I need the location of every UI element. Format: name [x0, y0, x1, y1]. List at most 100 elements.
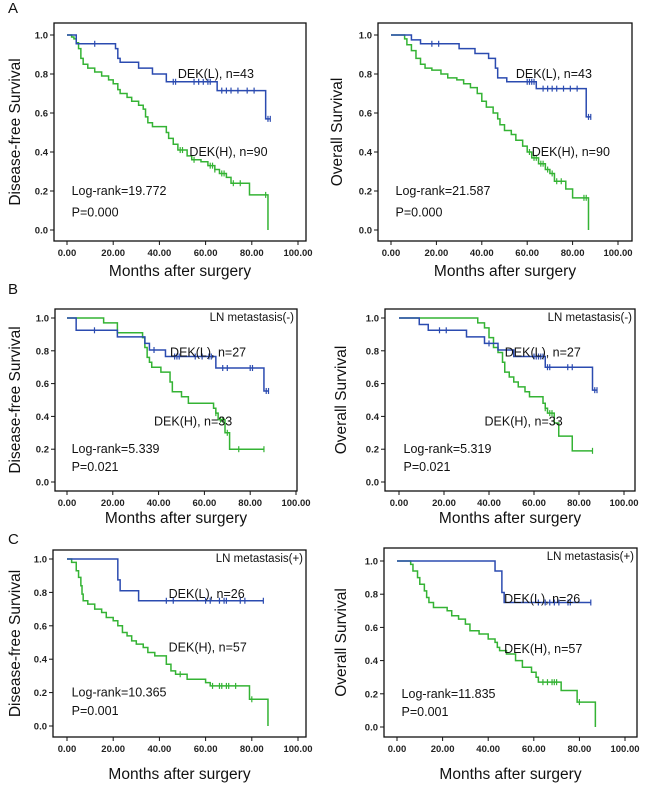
- subgroup-label: LN metastasis(+): [547, 551, 634, 563]
- y-tick-label: 0.2: [365, 689, 378, 700]
- plot-frame: [53, 22, 307, 242]
- dek-low-curve: [67, 558, 264, 602]
- x-tick-label: 100.00: [610, 744, 639, 755]
- x-tick-label: 40.00: [477, 498, 501, 509]
- dek-low-label: DEK(L), n=26: [504, 592, 580, 606]
- dek-high-curve: [397, 560, 597, 727]
- subgroup-label: LN metastasis(+): [216, 553, 303, 565]
- x-tick-label: 100.00: [283, 248, 312, 259]
- x-tick-label: 80.00: [238, 498, 262, 509]
- y-tick-label: 0.4: [366, 412, 380, 423]
- log-rank-stat: Log-rank=11.835: [402, 687, 496, 701]
- dek-low-curve: [391, 34, 591, 118]
- y-axis-title: Overall Survival: [333, 346, 350, 455]
- y-tick-label: 0.2: [366, 445, 379, 456]
- y-tick-label: 0.4: [34, 655, 48, 666]
- x-tick-label: 20.00: [431, 744, 455, 755]
- x-tick-label: 20.00: [101, 744, 125, 755]
- plot-frame: [54, 308, 298, 492]
- x-tick-label: 0.00: [388, 744, 407, 755]
- dek-high-curve: [67, 558, 269, 726]
- panel-label: C: [8, 531, 19, 548]
- y-tick-label: 0.0: [365, 723, 378, 734]
- x-tick-label: 20.00: [425, 248, 449, 259]
- dek-low-label: DEK(L), n=26: [169, 587, 245, 601]
- dek-high-label: DEK(H), n=33: [485, 414, 563, 428]
- x-tick-label: 80.00: [240, 744, 264, 755]
- panel-label: B: [8, 281, 18, 298]
- plot-frame: [383, 547, 638, 738]
- dek-high-curve: [67, 34, 269, 230]
- chart-panel: 0.0 0.2 0.4 0.6 0.8 1.0 0.00 20.00 40.00 60.00 80.…: [329, 22, 633, 280]
- y-tick-label: 0.6: [36, 379, 49, 390]
- y-tick-label: 0.6: [359, 109, 372, 120]
- y-tick-label: 0.8: [35, 70, 48, 81]
- y-axis-title: Disease-free Survival: [7, 58, 24, 205]
- x-tick-label: 60.00: [193, 498, 217, 509]
- y-tick-label: 1.0: [366, 314, 379, 325]
- x-tick-label: 100.00: [281, 498, 310, 509]
- plot-frame: [377, 22, 633, 242]
- chart-panel: 0.0 0.2 0.4 0.6 0.8 1.0 0.00 20.00 40.00 60.00 80.…: [333, 547, 640, 783]
- x-axis-title: Months after surgery: [109, 263, 251, 280]
- chart-panel: B 0.0 0.2 0.4 0.6 0.8 1.0 0.00 20.00 40.00 60.00 80…: [7, 281, 311, 527]
- p-value: P=0.021: [72, 460, 119, 474]
- y-tick-label: 1.0: [34, 555, 47, 566]
- p-value: P=0.001: [72, 704, 119, 718]
- log-rank-stat: Log-rank=21.587: [396, 184, 491, 198]
- dek-high-label: DEK(H), n=90: [532, 145, 610, 159]
- y-axis-title: Overall Survival: [329, 78, 346, 187]
- log-rank-stat: Log-rank=5.339: [72, 442, 160, 456]
- x-tick-label: 60.00: [522, 744, 546, 755]
- p-value: P=0.001: [402, 705, 449, 719]
- y-tick-label: 1.0: [36, 314, 49, 325]
- x-tick-label: 80.00: [568, 744, 592, 755]
- dek-low-curve: [67, 317, 269, 392]
- y-axis-title: Overall Survival: [333, 588, 350, 697]
- x-axis-title: Months after surgery: [439, 766, 581, 783]
- y-tick-label: 0.8: [365, 590, 378, 601]
- y-tick-label: 0.2: [36, 445, 49, 456]
- dek-high-label: DEK(H), n=57: [504, 642, 582, 656]
- x-tick-label: 100.00: [609, 498, 638, 509]
- x-axis-title: Months after surgery: [439, 510, 581, 527]
- p-value: P=0.000: [396, 205, 443, 219]
- dek-low-label: DEK(L), n=43: [178, 67, 254, 81]
- y-tick-label: 0.0: [359, 226, 372, 237]
- dek-low-label: DEK(L), n=27: [505, 345, 581, 359]
- y-axis-title: Disease-free Survival: [7, 570, 24, 717]
- plot-frame: [384, 308, 636, 492]
- x-tick-label: 80.00: [561, 248, 585, 259]
- p-value: P=0.000: [72, 205, 119, 219]
- y-tick-label: 0.0: [36, 478, 49, 489]
- log-rank-stat: Log-rank=19.772: [72, 184, 167, 198]
- y-tick-label: 1.0: [359, 31, 372, 42]
- y-tick-label: 0.2: [34, 688, 47, 699]
- x-axis-title: Months after surgery: [105, 510, 247, 527]
- x-tick-label: 40.00: [148, 248, 172, 259]
- dek-low-curve: [67, 34, 271, 120]
- x-tick-label: 80.00: [567, 498, 591, 509]
- x-axis-title: Months after surgery: [434, 263, 576, 280]
- y-tick-label: 0.6: [365, 623, 378, 634]
- x-tick-label: 20.00: [101, 248, 125, 259]
- dek-high-label: DEK(H), n=90: [189, 145, 267, 159]
- y-tick-label: 1.0: [365, 557, 378, 568]
- x-axis-title: Months after surgery: [108, 766, 250, 783]
- y-tick-label: 0.0: [34, 722, 47, 733]
- dek-high-label: DEK(H), n=57: [169, 641, 247, 655]
- x-tick-label: 20.00: [101, 498, 125, 509]
- chart-panel: 0.0 0.2 0.4 0.6 0.8 1.0 0.00 20.00 40.00 60.00 80.…: [333, 308, 639, 527]
- y-tick-label: 0.6: [35, 109, 48, 120]
- dek-high-curve: [399, 317, 593, 452]
- dek-low-label: DEK(L), n=43: [516, 67, 592, 81]
- y-tick-label: 0.8: [366, 346, 379, 357]
- plot-frame: [52, 549, 307, 738]
- chart-panel: C 0.0 0.2 0.4 0.6 0.8 1.0 0.00 20.00 40.00 60.00 80…: [7, 531, 313, 783]
- chart-panel: A 0.0 0.2 0.4 0.6 0.8 1.0 0.00 20.00 40.00 60.00 80…: [7, 0, 313, 280]
- dek-high-curve: [391, 34, 590, 230]
- y-tick-label: 0.2: [35, 187, 48, 198]
- log-rank-stat: Log-rank=10.365: [72, 686, 167, 700]
- y-tick-label: 0.6: [34, 621, 47, 632]
